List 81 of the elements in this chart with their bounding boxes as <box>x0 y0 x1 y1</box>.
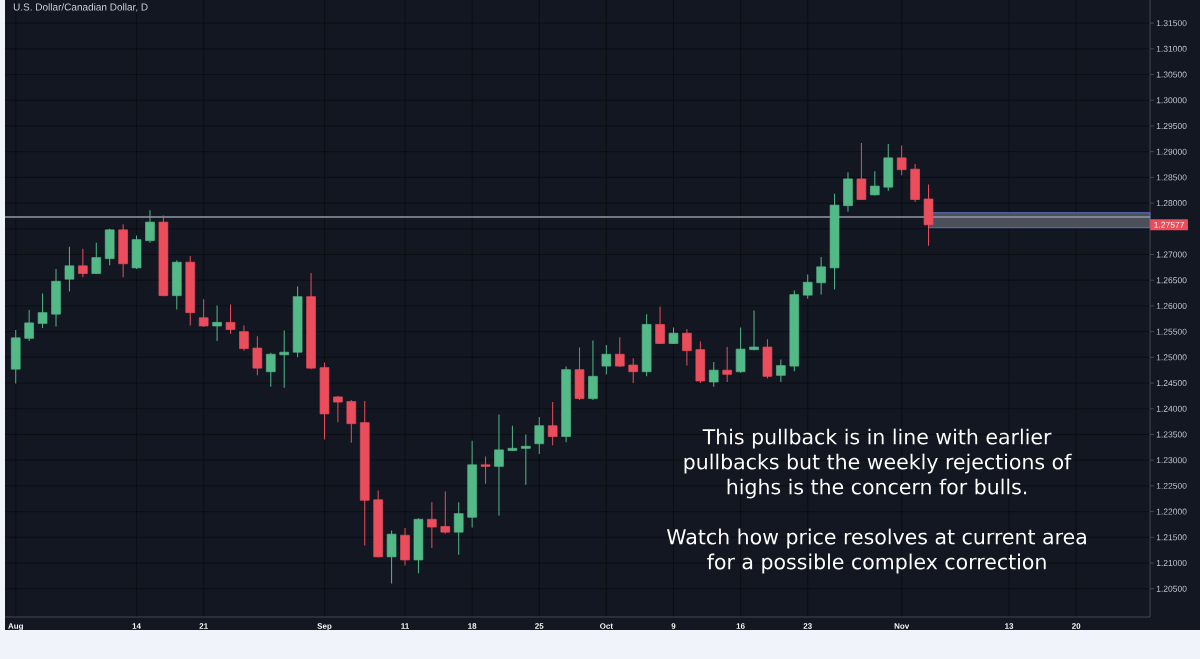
candlestick <box>440 491 451 535</box>
y-tick-label: 1.22000 <box>1156 508 1187 515</box>
y-tick-label: 1.31500 <box>1156 20 1187 27</box>
candlestick <box>776 358 786 383</box>
candlestick <box>816 256 826 296</box>
candlestick <box>239 324 249 352</box>
candlestick <box>708 361 719 388</box>
x-tick-label: Nov <box>894 623 910 629</box>
candlestick <box>722 346 732 383</box>
annotation: Watch how price resolves at current area for a possible complex correction <box>666 528 1086 574</box>
x-tick-label: 9 <box>671 623 676 629</box>
candlestick <box>547 401 558 446</box>
candlestick <box>655 305 665 345</box>
y-tick-label: 1.29500 <box>1156 122 1187 129</box>
y-tick-label: 1.28000 <box>1156 200 1187 207</box>
y-tick-label: 1.24500 <box>1156 380 1187 387</box>
x-tick-label: 20 <box>1072 623 1081 629</box>
candlestick <box>521 433 531 486</box>
candlestick <box>601 344 612 375</box>
y-tick-label: 1.29000 <box>1156 148 1187 155</box>
x-tick-label: Aug <box>8 623 23 631</box>
candlestick <box>870 170 880 196</box>
candlestick <box>333 395 343 423</box>
candlestick <box>198 298 209 328</box>
candlestick <box>24 309 34 342</box>
annotation: This pullback is in line with earlier pullbacks but the weekly rejections of highs is the concern for bulls. <box>684 428 1072 499</box>
candlestick <box>453 501 464 556</box>
candlestick <box>896 145 907 176</box>
y-tick-label: 1.30000 <box>1156 97 1187 104</box>
candlestick <box>494 413 504 517</box>
y-tick-label: 1.26500 <box>1156 277 1187 284</box>
x-tick-label: 11 <box>401 623 410 629</box>
x-tick-label: 14 <box>132 623 141 629</box>
candlestick <box>628 357 638 384</box>
candlestick <box>480 456 491 485</box>
x-tick-label: Oct <box>600 623 613 629</box>
candlestick <box>856 142 867 201</box>
candlestick <box>749 310 759 351</box>
x-tick-label: 18 <box>468 623 477 629</box>
y-tick-label: 1.24000 <box>1156 405 1187 412</box>
x-tick-label: 21 <box>199 623 208 629</box>
y-tick-label: 1.21500 <box>1156 534 1187 541</box>
candlestick <box>252 335 263 376</box>
y-tick-label: 1.20500 <box>1156 585 1187 592</box>
y-tick-label: 1.23000 <box>1156 457 1187 464</box>
y-tick-label: 1.28500 <box>1156 174 1187 181</box>
y-tick-label: 1.21000 <box>1156 560 1187 567</box>
candlestick <box>145 209 155 244</box>
candlestick <box>212 304 222 342</box>
x-tick-label: 23 <box>803 623 812 629</box>
x-tick-label: 13 <box>1005 623 1014 629</box>
candlestick <box>225 303 236 335</box>
candlestick <box>279 330 289 389</box>
text: 1.27577 <box>1154 221 1184 228</box>
y-tick-label: 1.26000 <box>1156 302 1187 309</box>
candlestick <box>615 336 625 368</box>
candlestick <box>682 328 692 367</box>
candlestick <box>507 425 518 452</box>
candlestick <box>78 248 88 278</box>
y-tick-label: 1.23500 <box>1156 431 1187 438</box>
candlestick <box>91 242 102 275</box>
x-tick-label: Sep <box>317 623 332 631</box>
x-tick-label: 16 <box>736 623 745 629</box>
y-tick-label: 1.30500 <box>1156 71 1187 78</box>
y-tick-label: 1.25000 <box>1156 354 1187 361</box>
x-tick-label: 25 <box>535 623 544 629</box>
candlestick <box>64 246 75 293</box>
candlestick <box>266 352 276 388</box>
candlestick <box>588 339 598 401</box>
candlestick <box>386 530 397 585</box>
y-tick-label: 1.22500 <box>1156 482 1187 489</box>
candlestick <box>534 416 545 455</box>
chart-title: U.S. Dollar/Canadian Dollar, D <box>13 3 148 12</box>
y-tick-label: 1.27000 <box>1156 251 1187 258</box>
candlestick <box>346 399 357 444</box>
candlestick <box>802 274 813 300</box>
candlestick <box>37 293 48 329</box>
candlestick <box>427 501 437 549</box>
y-tick-label: 1.31000 <box>1156 45 1187 52</box>
y-tick-label: 1.25500 <box>1156 328 1187 335</box>
candlestick <box>735 327 746 374</box>
